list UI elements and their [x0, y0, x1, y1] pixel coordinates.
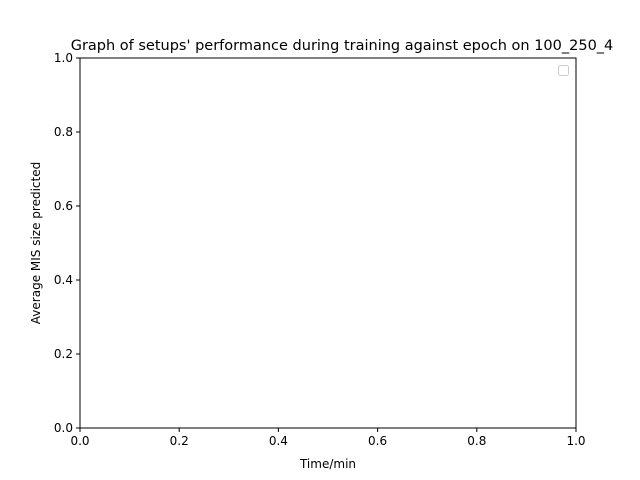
- x-axis-ticks: 0.0 0.2 0.4 0.6 0.8 1.0: [70, 428, 586, 448]
- x-tick-label: 0.6: [368, 434, 387, 448]
- y-tick-label: 0.6: [54, 199, 73, 213]
- chart-title: Graph of setups' performance during trai…: [71, 38, 614, 54]
- y-tick-label: 0.8: [54, 125, 73, 139]
- y-axis-ticks: 0.0 0.2 0.4 0.6 0.8 1.0: [54, 51, 80, 435]
- x-axis-label: Time/min: [299, 457, 356, 471]
- y-axis-label: Average MIS size predicted: [29, 162, 43, 324]
- axes-frame: [79, 57, 577, 429]
- y-tick-label: 0.4: [54, 273, 73, 287]
- legend-box: [558, 65, 569, 76]
- x-tick-label: 1.0: [566, 434, 585, 448]
- x-tick-label: 0.4: [269, 434, 288, 448]
- x-tick-label: 0.2: [170, 434, 189, 448]
- plot-area: [80, 58, 576, 428]
- y-tick-label: 1.0: [54, 51, 73, 65]
- y-tick-label: 0.0: [54, 421, 73, 435]
- x-tick-label: 0.8: [467, 434, 486, 448]
- y-tick-label: 0.2: [54, 347, 73, 361]
- x-tick-label: 0.0: [70, 434, 89, 448]
